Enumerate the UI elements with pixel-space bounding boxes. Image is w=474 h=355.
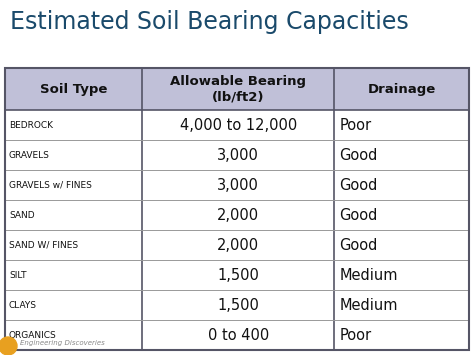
Text: 2,000: 2,000 [217, 208, 259, 223]
Bar [5, 68, 469, 110]
Text: Poor: Poor [339, 328, 372, 343]
Text: Good: Good [339, 147, 378, 163]
Circle shape [0, 337, 17, 355]
Text: GRAVELS w/ FINES: GRAVELS w/ FINES [9, 180, 92, 190]
Text: ORGANICS: ORGANICS [9, 331, 57, 339]
Text: Good: Good [339, 178, 378, 192]
Text: 0 to 400: 0 to 400 [208, 328, 269, 343]
Text: 1,500: 1,500 [217, 297, 259, 312]
Text: Allowable Bearing
(lb/ft2): Allowable Bearing (lb/ft2) [170, 75, 306, 103]
Text: SAND W/ FINES: SAND W/ FINES [9, 240, 78, 250]
Text: 1,500: 1,500 [217, 268, 259, 283]
Text: Good: Good [339, 208, 378, 223]
Text: 3,000: 3,000 [217, 147, 259, 163]
Text: 3,000: 3,000 [217, 178, 259, 192]
Text: SILT: SILT [9, 271, 27, 279]
Text: Drainage: Drainage [368, 82, 436, 95]
Text: Medium: Medium [339, 268, 398, 283]
Text: GRAVELS: GRAVELS [9, 151, 50, 159]
Bar [5, 68, 469, 350]
Text: Poor: Poor [339, 118, 372, 132]
Text: Estimated Soil Bearing Capacities: Estimated Soil Bearing Capacities [10, 10, 409, 34]
Text: BEDROCK: BEDROCK [9, 120, 53, 130]
Text: 4,000 to 12,000: 4,000 to 12,000 [180, 118, 297, 132]
Text: Good: Good [339, 237, 378, 252]
Text: CLAYS: CLAYS [9, 300, 37, 310]
Text: SAND: SAND [9, 211, 35, 219]
Text: Engineering Discoveries: Engineering Discoveries [20, 340, 105, 346]
Text: Medium: Medium [339, 297, 398, 312]
Text: Soil Type: Soil Type [40, 82, 107, 95]
Text: 2,000: 2,000 [217, 237, 259, 252]
